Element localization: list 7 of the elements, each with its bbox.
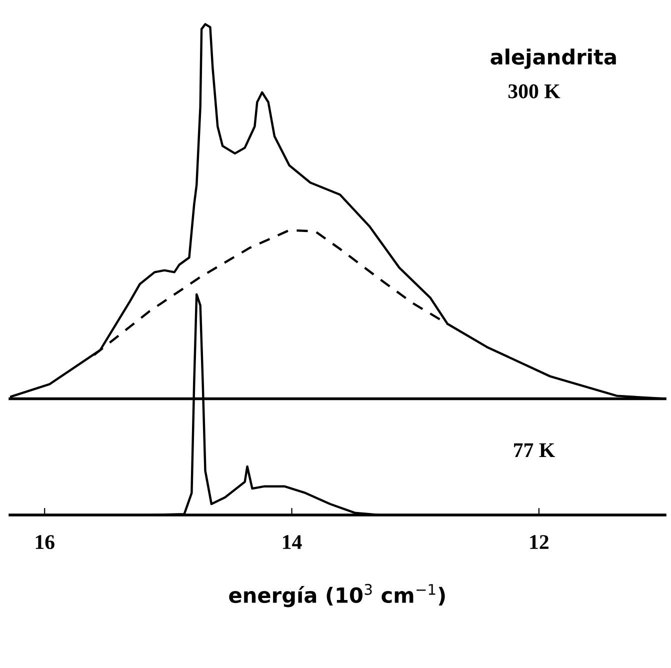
x-tick-label: 14 (283, 535, 302, 549)
annotation: alejandrita (490, 48, 616, 69)
annotation: 300 K (508, 84, 560, 98)
x-tick-label: 12 (530, 535, 548, 549)
annotation: 77 K (514, 443, 555, 458)
x-tick-label: 16 (36, 535, 54, 550)
x-axis-title: energía (10$^{3}$ cm$^{−1}$) (229, 584, 445, 608)
